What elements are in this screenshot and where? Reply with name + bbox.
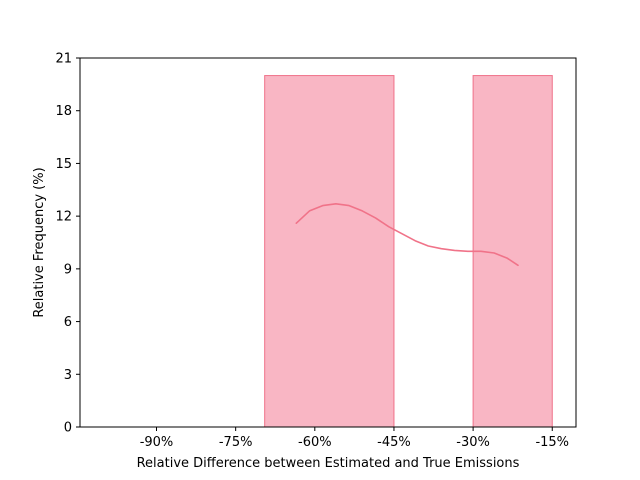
x-tick-label-2: -60% [298, 435, 332, 450]
y-tick-label-5: 15 [55, 157, 72, 172]
y-tick-label-4: 12 [55, 210, 72, 225]
x-tick-label-5: -15% [535, 435, 569, 450]
y-tick-label-3: 9 [64, 262, 72, 277]
x-axis-label: Relative Difference between Estimated an… [137, 456, 520, 471]
x-tick-label-0: -90% [140, 435, 174, 450]
y-tick-label-1: 3 [64, 368, 72, 383]
plot-area-frame [79, 57, 577, 428]
x-axis-ticks: -90% -75% -60% -45% -30% -15% [140, 427, 569, 450]
x-tick-label-1: -75% [219, 435, 253, 450]
kde-curve [295, 203, 519, 267]
y-tick-label-2: 6 [64, 315, 72, 330]
y-tick-label-6: 18 [55, 104, 72, 119]
y-tick-label-7: 21 [55, 52, 72, 67]
x-tick-label-4: -30% [456, 435, 490, 450]
x-tick-label-3: -45% [377, 435, 411, 450]
histogram-bar-1 [264, 75, 395, 428]
y-tick-label-0: 0 [64, 421, 72, 436]
y-axis-ticks: 0 3 6 9 12 15 18 21 [55, 52, 80, 436]
kde-curve-layer [295, 203, 519, 267]
y-axis-label: Relative Frequency (%) [32, 167, 47, 317]
